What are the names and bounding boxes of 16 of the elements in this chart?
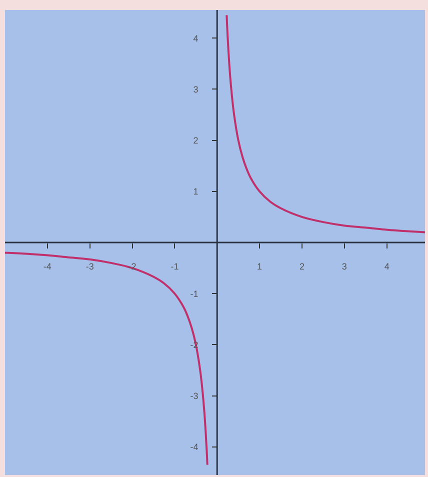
line-series <box>5 252 208 466</box>
y-tick-label: 4 <box>193 33 198 44</box>
x-tick-label: 2 <box>299 261 304 272</box>
x-tick-label: 3 <box>342 261 347 272</box>
y-tick-label: 3 <box>193 84 198 94</box>
y-tick-label: 1 <box>193 186 198 197</box>
y-tick-label: -3 <box>190 390 198 401</box>
x-tick-label: -4 <box>43 261 52 272</box>
line-series <box>226 14 425 234</box>
x-tick-label: 4 <box>384 261 390 272</box>
y-tick-label: -1 <box>190 288 198 299</box>
x-tick-label: 1 <box>257 261 262 272</box>
y-tick-label: 2 <box>193 135 198 146</box>
x-tick-label: -1 <box>170 261 179 272</box>
y-tick-label: -4 <box>190 442 198 452</box>
x-tick-label: -3 <box>86 261 94 272</box>
